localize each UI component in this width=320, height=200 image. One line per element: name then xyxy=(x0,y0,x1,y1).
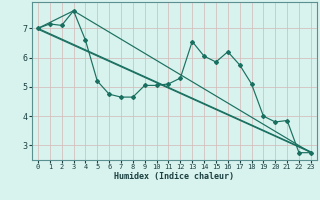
X-axis label: Humidex (Indice chaleur): Humidex (Indice chaleur) xyxy=(115,172,234,181)
